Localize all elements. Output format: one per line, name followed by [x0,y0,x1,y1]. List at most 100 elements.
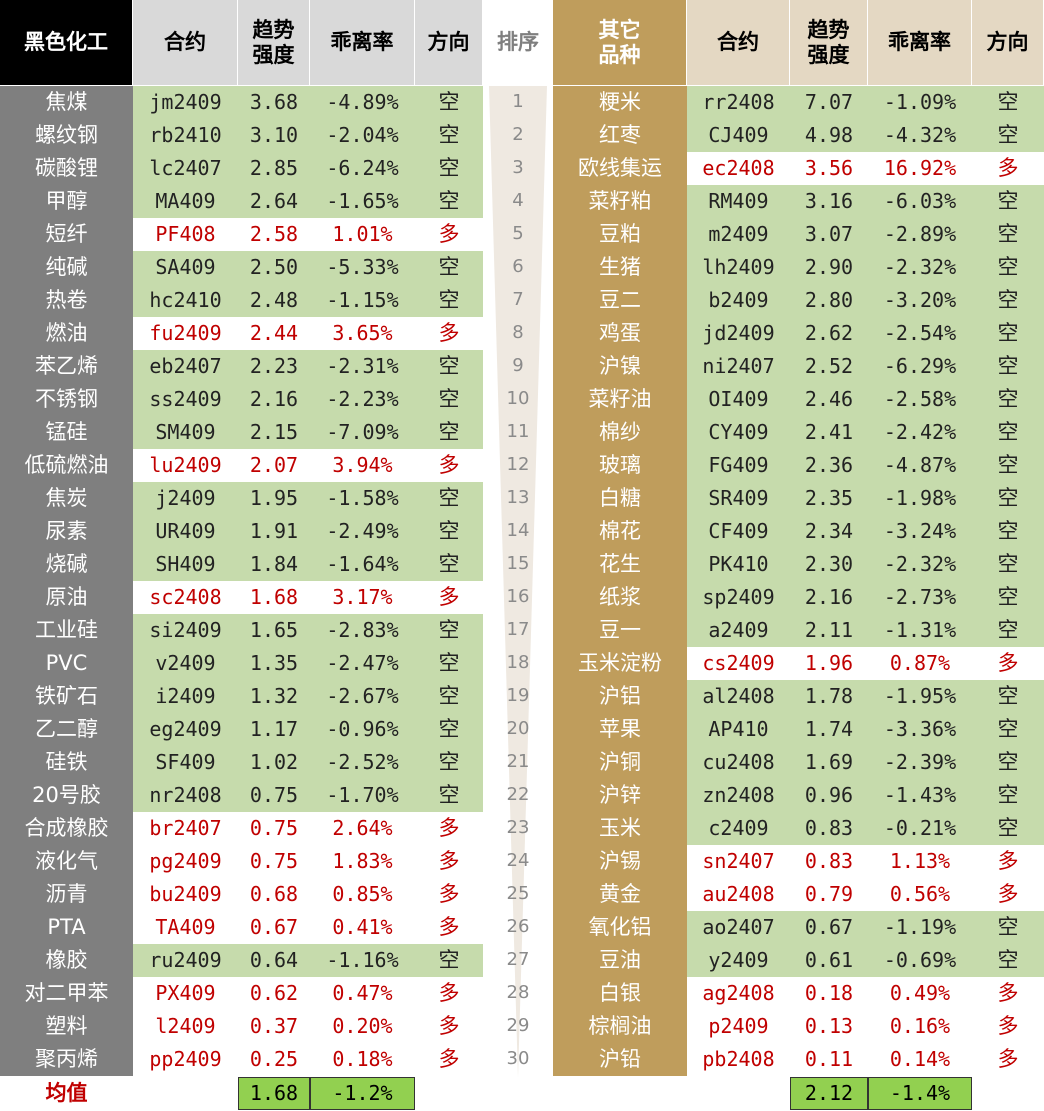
contract: sc2408 [133,581,238,614]
direction: 空 [415,284,483,317]
name: 沥青 [0,878,133,911]
name: 短纤 [0,218,133,251]
direction: 空 [972,317,1044,350]
deviation: 1.83% [310,845,415,878]
direction: 空 [415,944,483,977]
direction: 空 [415,713,483,746]
deviation: -5.33% [310,251,415,284]
trend-strength: 0.79 [790,878,868,911]
direction: 多 [972,152,1044,185]
trend-strength: 0.64 [238,944,310,977]
name: 沪铝 [553,680,687,713]
rank: 16 [506,586,530,608]
trend-strength: 2.64 [238,185,310,218]
trend-strength: 1.69 [790,746,868,779]
rank: 9 [512,355,524,377]
deviation: 2.64% [310,812,415,845]
direction: 空 [972,680,1044,713]
deviation: 3.65% [310,317,415,350]
deviation: -4.32% [868,119,972,152]
rank-header: 排序 [483,0,553,85]
direction: 空 [415,416,483,449]
contract: cs2409 [687,647,790,680]
deviation: -4.87% [868,449,972,482]
contract: cu2408 [687,746,790,779]
direction: 空 [415,383,483,416]
direction: 空 [972,251,1044,284]
contract: RM409 [687,185,790,218]
direction: 空 [972,350,1044,383]
trend-strength: 2.52 [790,350,868,383]
contract: ni2407 [687,350,790,383]
name: 热卷 [0,284,133,317]
deviation: -1.64% [310,548,415,581]
name: 菜籽油 [553,383,687,416]
direction: 空 [972,812,1044,845]
name: 棕榈油 [553,1010,687,1043]
name: 对二甲苯 [0,977,133,1010]
rank: 24 [506,850,530,872]
rank: 17 [506,619,530,641]
deviation: -2.52% [310,746,415,779]
contract: c2409 [687,812,790,845]
deviation: 0.14% [868,1043,972,1076]
deviation: 0.47% [310,977,415,1010]
rank: 10 [506,388,530,410]
average-deviation: -1.2% [310,1077,415,1110]
trend-strength: 1.35 [238,647,310,680]
deviation: 0.85% [310,878,415,911]
deviation: 0.16% [868,1010,972,1043]
rank: 3 [512,157,524,179]
deviation: -2.67% [310,680,415,713]
trend-strength: 0.67 [790,911,868,944]
rank: 14 [506,520,530,542]
rank: 5 [512,223,524,245]
contract: SA409 [133,251,238,284]
direction: 空 [415,185,483,218]
direction: 空 [972,416,1044,449]
deviation: -2.31% [310,350,415,383]
deviation: -2.32% [868,251,972,284]
rank: 18 [506,652,530,674]
name: 豆二 [553,284,687,317]
trend-strength: 2.50 [238,251,310,284]
trend-strength: 0.68 [238,878,310,911]
name: 沪镍 [553,350,687,383]
name: 花生 [553,548,687,581]
direction: 空 [972,779,1044,812]
name: 尿素 [0,515,133,548]
deviation: -1.65% [310,185,415,218]
contract: OI409 [687,383,790,416]
contract: ru2409 [133,944,238,977]
deviation: -2.89% [868,218,972,251]
trend-strength: 2.62 [790,317,868,350]
name: 纸浆 [553,581,687,614]
deviation: -1.09% [868,86,972,119]
direction: 多 [415,878,483,911]
trend-strength: 0.18 [790,977,868,1010]
name: 鸡蛋 [553,317,687,350]
rank: 7 [512,289,524,311]
direction: 空 [972,218,1044,251]
trend-strength: 2.07 [238,449,310,482]
trend-strength: 2.16 [238,383,310,416]
contract: SF409 [133,746,238,779]
direction: 空 [972,86,1044,119]
direction: 空 [972,614,1044,647]
contract: ec2408 [687,152,790,185]
direction: 空 [972,185,1044,218]
rank: 29 [506,1015,530,1037]
rank: 19 [506,685,530,707]
deviation: -1.58% [310,482,415,515]
direction: 空 [972,449,1044,482]
trend-strength: 3.16 [790,185,868,218]
deviation: 3.94% [310,449,415,482]
rank: 28 [506,982,530,1004]
contract: nr2408 [133,779,238,812]
trend-strength: 1.95 [238,482,310,515]
rank: 1 [512,91,524,113]
direction: 多 [415,911,483,944]
deviation: 1.01% [310,218,415,251]
trend-strength: 3.68 [238,86,310,119]
deviation: -3.20% [868,284,972,317]
